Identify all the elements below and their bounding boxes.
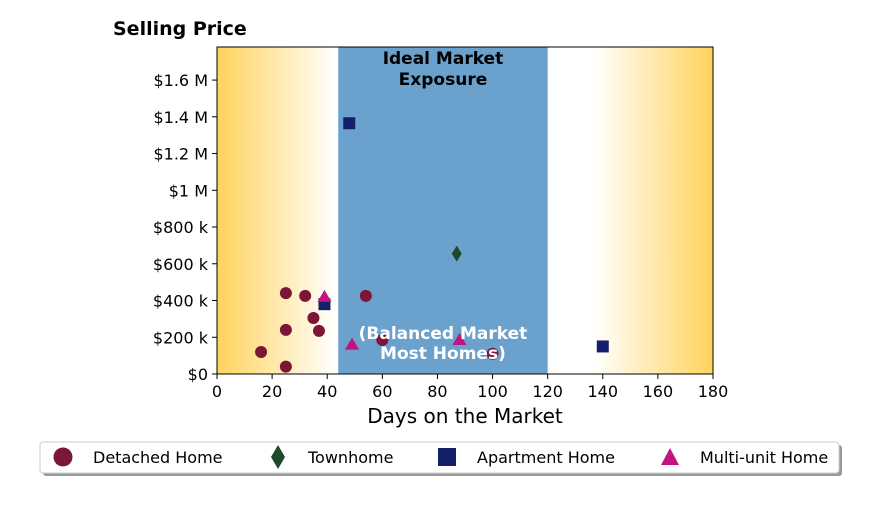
apartment-home-point xyxy=(343,117,356,130)
detached-home-point xyxy=(307,311,320,324)
legend-item-detached-home: Detached Home xyxy=(53,447,223,467)
detached-home-point xyxy=(299,289,312,302)
data-points xyxy=(255,117,609,373)
legend-marker-townhome xyxy=(271,445,285,469)
legend: Detached Home Townhome Apartment Home Multi… xyxy=(39,441,842,476)
multi-unit-home-point xyxy=(317,289,332,302)
legend-item-townhome: Townhome xyxy=(271,445,393,469)
legend-marker-detached-home xyxy=(53,447,73,467)
detached-home-point xyxy=(279,360,292,373)
apartment-home-point xyxy=(596,340,609,353)
legend-item-apartment-home: Apartment Home xyxy=(438,448,615,467)
detached-home-point xyxy=(279,323,292,336)
x-axis: 0 20 40 60 80 100 120 140 160 180 xyxy=(212,374,728,401)
legend-label-townhome: Townhome xyxy=(307,448,393,467)
x-tick-label: 180 xyxy=(698,382,729,401)
x-tick-label: 20 xyxy=(262,382,282,401)
y-tick-label: $0 xyxy=(188,365,208,384)
x-tick-label: 0 xyxy=(212,382,222,401)
y-axis: $0 $200 k $400 k $600 k $800 k $1 M $1.2 M $1.4… xyxy=(153,71,217,384)
detached-home-point xyxy=(312,324,325,337)
legend-marker-apartment-home xyxy=(438,448,456,466)
detached-home-point xyxy=(486,347,499,360)
ideal-exposure-band xyxy=(338,47,548,374)
x-tick-label: 140 xyxy=(588,382,619,401)
x-axis-title: Days on the Market xyxy=(367,404,563,428)
y-tick-label: $1 M xyxy=(169,181,208,200)
band-note-line-1: (Balanced Market xyxy=(359,324,528,344)
legend-label-apartment-home: Apartment Home xyxy=(477,448,615,467)
legend-marker-multi-unit-home xyxy=(661,448,679,465)
band-title-line-1: Ideal Market xyxy=(383,49,504,69)
legend-label-multi-unit-home: Multi-unit Home xyxy=(700,448,828,467)
detached-home-point xyxy=(359,289,372,302)
band-note-line-2: Most Homes) xyxy=(380,344,506,364)
multi-unit-home-point xyxy=(452,333,467,346)
x-tick-label: 120 xyxy=(532,382,563,401)
multi-unit-home-point xyxy=(345,337,360,350)
y-tick-label: $800 k xyxy=(153,218,209,237)
y-axis-title: Selling Price xyxy=(113,18,247,40)
detached-home-point xyxy=(279,287,292,300)
x-tick-label: 160 xyxy=(643,382,674,401)
x-tick-label: 100 xyxy=(477,382,508,401)
band-title-line-2: Exposure xyxy=(399,70,488,90)
y-tick-label: $600 k xyxy=(153,255,209,274)
y-tick-label: $400 k xyxy=(153,292,209,311)
x-tick-label: 80 xyxy=(427,382,447,401)
townhome-point xyxy=(451,245,462,262)
plot-frame xyxy=(216,46,714,375)
detached-home-point xyxy=(255,345,268,358)
x-tick-label: 40 xyxy=(317,382,337,401)
y-tick-label: $200 k xyxy=(153,328,209,347)
y-tick-label: $1.2 M xyxy=(153,145,208,164)
y-tick-label: $1.4 M xyxy=(153,108,208,127)
legend-label-detached-home: Detached Home xyxy=(93,448,223,467)
legend-item-multi-unit-home: Multi-unit Home xyxy=(661,448,828,467)
x-tick-label: 60 xyxy=(372,382,392,401)
detached-home-point xyxy=(376,334,389,347)
y-tick-label: $1.6 M xyxy=(153,71,208,90)
